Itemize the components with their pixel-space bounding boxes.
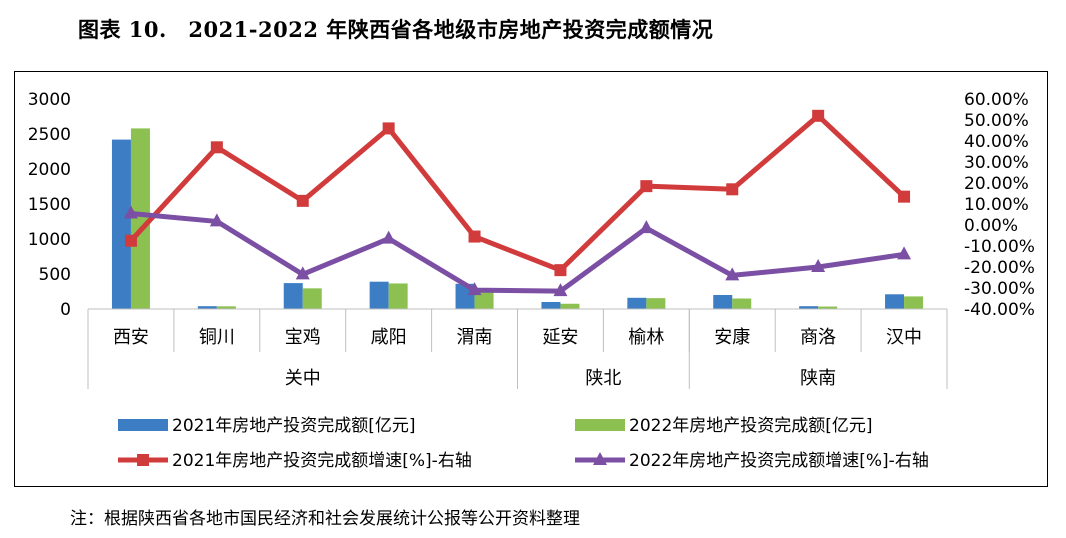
bar-2021	[885, 294, 905, 309]
legend-label: 2022年房地产投资完成额[亿元]	[629, 416, 873, 436]
y-tick-label: 1500	[28, 195, 71, 215]
y-tick-label: 2000	[28, 160, 71, 180]
bar-2022	[302, 288, 322, 309]
marker-2022-growth	[897, 246, 912, 260]
category-label: 渭南	[457, 327, 493, 348]
y2-tick-label: 10.00%	[964, 195, 1029, 215]
legend-label: 2021年房地产投资完成额增速[%]-右轴	[172, 451, 472, 471]
y2-tick-label: 20.00%	[964, 174, 1029, 194]
marker-2021-growth	[124, 234, 137, 247]
y-tick-label: 0	[60, 300, 71, 320]
marker-2022-growth	[811, 259, 826, 272]
marker-2021-growth	[468, 230, 481, 243]
legend-label: 2021年房地产投资完成额[亿元]	[172, 416, 416, 436]
y2-tick-label: -40.00%	[964, 300, 1035, 320]
category-label: 安康	[714, 327, 750, 348]
line-2022-growth	[130, 210, 905, 294]
y2-tick-label: 0.00%	[964, 216, 1018, 236]
bar-2021	[627, 297, 647, 309]
marker-2021-growth	[210, 141, 223, 154]
category-label: 商洛	[800, 327, 836, 348]
bar-2022	[130, 128, 150, 309]
marker-2021-growth	[554, 264, 567, 277]
bar-2021	[369, 281, 389, 309]
bar-2022	[646, 298, 666, 309]
category-label: 咸阳	[371, 327, 407, 348]
y2-tick-label: 30.00%	[964, 153, 1029, 173]
marker-2022-growth	[123, 205, 138, 219]
bar-2021	[111, 139, 131, 309]
y2-tick-label: -10.00%	[964, 237, 1035, 257]
legend-swatch	[118, 419, 168, 431]
y-tick-label: 500	[39, 265, 71, 285]
marker-2022-growth	[295, 266, 310, 280]
legend-marker	[593, 452, 607, 465]
category-label: 宝鸡	[285, 327, 321, 348]
y-tick-label: 3000	[28, 90, 71, 110]
marker-2022-growth	[381, 230, 396, 244]
y-tick-label: 1000	[28, 230, 71, 250]
line-2021-growth	[129, 113, 906, 273]
marker-2021-growth	[898, 190, 911, 203]
marker-2021-growth	[726, 183, 739, 196]
y2-tick-label: -30.00%	[964, 279, 1035, 299]
group-label: 陕北	[585, 368, 621, 389]
category-label: 汉中	[886, 327, 922, 348]
bar-2021	[713, 295, 733, 309]
marker-2021-growth	[382, 122, 395, 135]
chart-frame: 3000 2500 2000 1500 1000 500 0 60.00% 50.00% 40.0…	[14, 71, 1048, 487]
bar-2022	[732, 298, 752, 309]
source-note: 注：根据陕西省各地市国民经济和社会发展统计公报等公开资料整理	[70, 509, 580, 529]
group-label: 陕南	[800, 368, 836, 389]
group-label: 关中	[285, 368, 321, 389]
marker-2021-growth	[812, 109, 825, 122]
marker-2022-growth	[725, 267, 740, 281]
marker-2021-growth	[296, 194, 309, 207]
bar-2022	[560, 303, 580, 309]
y-tick-label: 2500	[28, 125, 71, 145]
category-label: 榆林	[628, 327, 664, 348]
y2-tick-label: 40.00%	[964, 132, 1029, 152]
bar-2021	[197, 306, 217, 309]
bar-2021	[541, 302, 561, 309]
marker-2022-growth	[467, 282, 482, 296]
legend-label: 2022年房地产投资完成额增速[%]-右轴	[629, 451, 929, 471]
figure-title: 图表 10. 2021-2022 年陕西省各地级市房地产投资完成额情况	[78, 17, 714, 42]
legend-marker	[137, 454, 149, 466]
y2-tick-label: 60.00%	[964, 90, 1029, 110]
marker-2022-growth	[639, 220, 654, 234]
bar-2022	[216, 306, 236, 309]
legend-swatch	[575, 419, 625, 431]
bar-2022	[904, 296, 924, 309]
y2-tick-label: 50.00%	[964, 111, 1029, 131]
marker-2022-growth	[209, 213, 224, 227]
marker-2022-growth	[553, 283, 568, 297]
bar-2021	[799, 306, 819, 309]
chart-svg: 3000 2500 2000 1500 1000 500 0 60.00%50.00%40.0…	[28, 90, 1035, 471]
bar-2022	[818, 306, 838, 309]
y2-tick-label: -20.00%	[964, 258, 1035, 278]
marker-2021-growth	[640, 180, 653, 193]
category-label: 铜川	[199, 327, 235, 348]
category-label: 延安	[542, 327, 578, 348]
category-label: 西安	[113, 327, 149, 348]
bar-2022	[388, 283, 408, 309]
bar-2021	[283, 283, 303, 309]
